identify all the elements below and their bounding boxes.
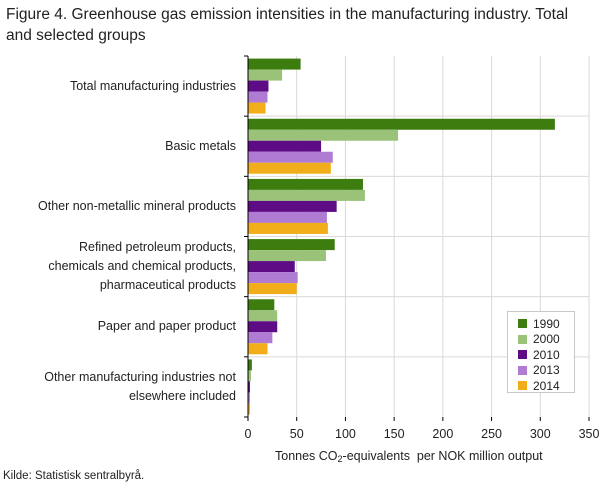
x-tick-label: 150 [383,427,405,441]
legend-swatch [518,334,527,344]
legend-label: 1990 [533,316,560,331]
category-label-line: Other manufacturing industries not [44,369,236,384]
bar [248,58,301,70]
bar [248,261,295,273]
legend-item: 2000 [518,332,574,348]
chart-title-line: Figure 4. Greenhouse gas emission intens… [6,6,569,23]
legend-label: 2014 [533,378,560,393]
bar [248,283,297,295]
category-label: Basic metals [165,137,236,156]
category-label-line: Total manufacturing industries [69,78,236,93]
legend-swatch [518,319,527,329]
bar [248,250,326,262]
bar [248,151,333,163]
chart-title: Figure 4. Greenhouse gas emission intens… [6,4,606,46]
legend-label: 2000 [533,332,560,347]
category-label-line: Basic metals [165,138,236,153]
category-label-line: elsewhere included [128,388,236,403]
category-label: Refined petroleum products, chemicals and… [48,238,236,295]
legend-label: 2013 [533,363,560,378]
bar [248,392,250,404]
legend-swatch [518,381,527,391]
bar [248,359,252,371]
bar [248,129,399,141]
bar [248,381,250,393]
x-tick-label: 300 [529,427,551,441]
legend-swatch [518,350,527,360]
legend-item: 2013 [518,363,574,379]
category-label-line: Refined petroleum products, [78,240,236,255]
x-tick-label: 350 [578,427,600,441]
bar [248,299,275,311]
x-tick-label: 50 [289,427,304,441]
bar [248,239,335,251]
category-label: Other non-metallic mineral products [38,197,236,216]
category-label-line: chemicals and chemical products, [48,259,236,274]
bar [248,102,266,114]
bar [248,80,269,92]
legend-item: 2014 [518,378,574,394]
legend-label: 2010 [533,347,560,362]
bar [248,321,278,333]
category-label: Paper and paper product [98,317,236,336]
x-tick-label: 0 [244,427,252,441]
chart-title-line: and selected groups [6,27,146,44]
category-label-line: Paper and paper product [97,319,236,334]
x-tick-label: 200 [432,427,454,441]
bar [248,370,251,382]
bar [248,118,555,130]
category-label: Other manufacturing industries not elsewh… [44,368,236,406]
x-tick-label: 250 [481,427,502,441]
category-label-line: Other non-metallic mineral products [38,198,236,213]
bar [248,310,278,322]
x-axis-label-subscript: 2 [337,454,343,464]
bar [248,162,331,174]
chart-legend: 1990 2000 2010 2013 2014 [507,311,575,393]
source-note: Kilde: Statistisk sentralbyrå. [3,470,145,482]
bar [248,69,283,81]
bar [248,343,268,355]
bar [248,189,365,201]
bar [248,222,328,234]
bar [248,200,337,212]
bar [248,272,298,284]
bar [248,91,268,103]
legend-item: 2010 [518,347,574,363]
legend-item: 1990 [518,316,574,332]
bar [248,140,322,152]
legend-swatch [518,365,527,375]
x-axis-label-text: Tonnes CO [275,449,338,463]
x-tick-label: 100 [334,427,356,441]
bar [248,332,273,344]
bar [248,403,250,415]
category-label-line: pharmaceutical products [99,278,236,293]
x-axis-label-text-end: -equivalents per NOK million output [342,449,543,463]
bar [248,211,327,223]
bar [248,178,363,190]
category-label: Total manufacturing industries [70,77,236,96]
x-axis-label: Tonnes CO2-equivalents per NOK million o… [275,449,543,464]
